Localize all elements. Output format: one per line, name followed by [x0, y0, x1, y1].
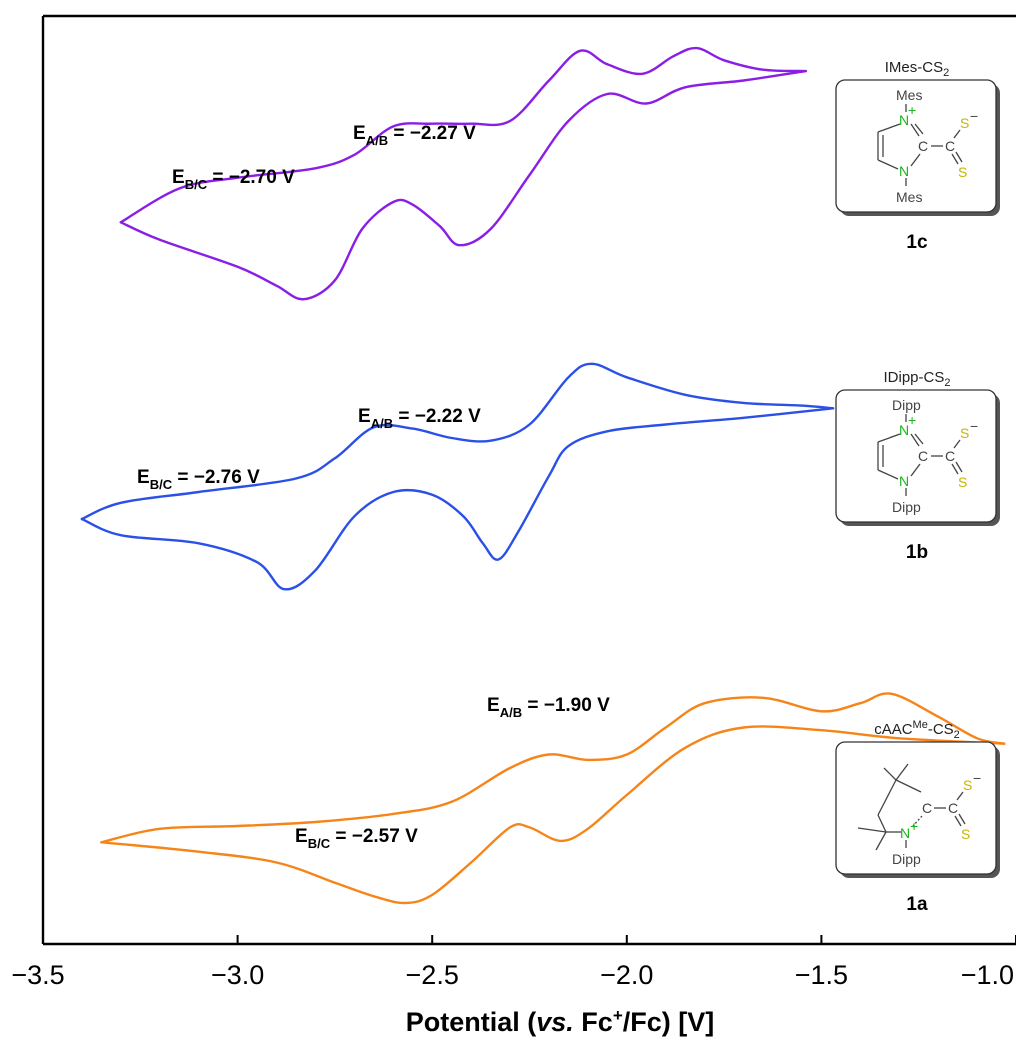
panel-title-1c: IMes-CS2	[885, 59, 949, 79]
n-top-atom: N	[899, 422, 909, 438]
n-bottom-atom: N	[899, 473, 909, 489]
x-tick-label: −2.5	[406, 960, 459, 990]
cv-trace-1c-upper	[119, 46, 807, 224]
x-tick-label: −1.5	[795, 960, 848, 990]
cv-trace-1b-upper	[80, 362, 835, 521]
n-atom: N	[900, 825, 910, 841]
cs2-carbon: C	[945, 138, 955, 154]
s-top-atom: S	[960, 425, 969, 441]
panel-title-1a: cAACMe-CS2	[874, 719, 960, 741]
panel-id-1c: 1c	[906, 232, 928, 253]
annotations: EB/C = −2.70 V EA/B = −2.27 V EB/C = −2.…	[137, 123, 610, 851]
n-bottom-atom: N	[899, 163, 909, 179]
carbene-carbon: C	[918, 138, 928, 154]
n-top-charge: +	[908, 102, 916, 118]
cv-trace-1b-lower	[80, 407, 835, 591]
dipp-top-label: Dipp	[892, 397, 921, 413]
s-top-atom: S	[963, 777, 972, 793]
s-top-atom: S	[960, 115, 969, 131]
x-tick-label: −3.5	[11, 960, 64, 990]
annotation-1a-ebc: EB/C = −2.57 V	[295, 826, 418, 851]
n-top-atom: N	[899, 112, 909, 128]
panel-id-1b: 1b	[906, 542, 928, 563]
annotation-1b-eab: EA/B = −2.22 V	[358, 406, 481, 431]
imes-cs2-structure: Mes N + C N Mes C S − S	[877, 87, 978, 205]
structure-panel-1c: IMes-CS2 Mes N + C N Mes C S − S	[835, 59, 1000, 253]
x-ticks: −3.5 −3.0 −2.5 −2.0 −1.5 −1.0	[11, 935, 1016, 990]
cs2-carbon: C	[945, 448, 955, 464]
s-top-charge: −	[970, 108, 978, 124]
n-charge: +	[910, 818, 918, 834]
s-top-charge: −	[970, 418, 978, 434]
panel-id-1a: 1a	[906, 894, 928, 915]
s-bottom-atom: S	[961, 826, 970, 842]
s-bottom-atom: S	[958, 164, 967, 180]
cv-trace-1c-lower	[119, 69, 807, 301]
n-top-charge: +	[908, 412, 916, 428]
structure-panel-1b: IDipp-CS2 Dipp N + C N Dipp C S −	[835, 369, 1000, 563]
mes-top-label: Mes	[896, 87, 922, 103]
x-tick-label: −3.0	[211, 960, 264, 990]
cv-trace-1a-upper	[100, 692, 1006, 844]
x-tick-label: −1.0	[961, 960, 1014, 990]
panel-title-1b: IDipp-CS2	[884, 369, 951, 389]
x-axis-label: Potential (vs. Fc+/Fc) [V]	[406, 1006, 715, 1037]
panel-box-1a	[835, 741, 997, 875]
idipp-cs2-structure: Dipp N + C N Dipp C S − S	[877, 397, 978, 515]
annotation-1b-ebc: EB/C = −2.76 V	[137, 467, 260, 492]
carbene-carbon: C	[922, 800, 932, 816]
panel-box-1b	[835, 389, 997, 523]
caac-cs2-structure: C N + Dipp C S − S	[857, 763, 981, 867]
s-bottom-atom: S	[958, 474, 967, 490]
annotation-1c-eab: EA/B = −2.27 V	[353, 123, 476, 148]
dipp-bottom-label: Dipp	[892, 499, 921, 515]
panel-box-1c	[835, 79, 997, 213]
cv-trace-1a-lower	[100, 725, 1006, 905]
x-tick-label: −2.0	[600, 960, 653, 990]
dipp-label: Dipp	[892, 851, 921, 867]
cs2-carbon: C	[948, 800, 958, 816]
carbene-carbon: C	[918, 448, 928, 464]
annotation-1a-eab: EA/B = −1.90 V	[487, 695, 610, 720]
mes-bottom-label: Mes	[896, 189, 922, 205]
cv-traces	[80, 46, 1006, 905]
annotation-1c-ebc: EB/C = −2.70 V	[172, 167, 295, 192]
axes	[41, 14, 1016, 946]
structure-panel-1a: cAACMe-CS2 C N + Dipp C S − S	[835, 719, 1000, 915]
s-top-charge: −	[973, 770, 981, 786]
